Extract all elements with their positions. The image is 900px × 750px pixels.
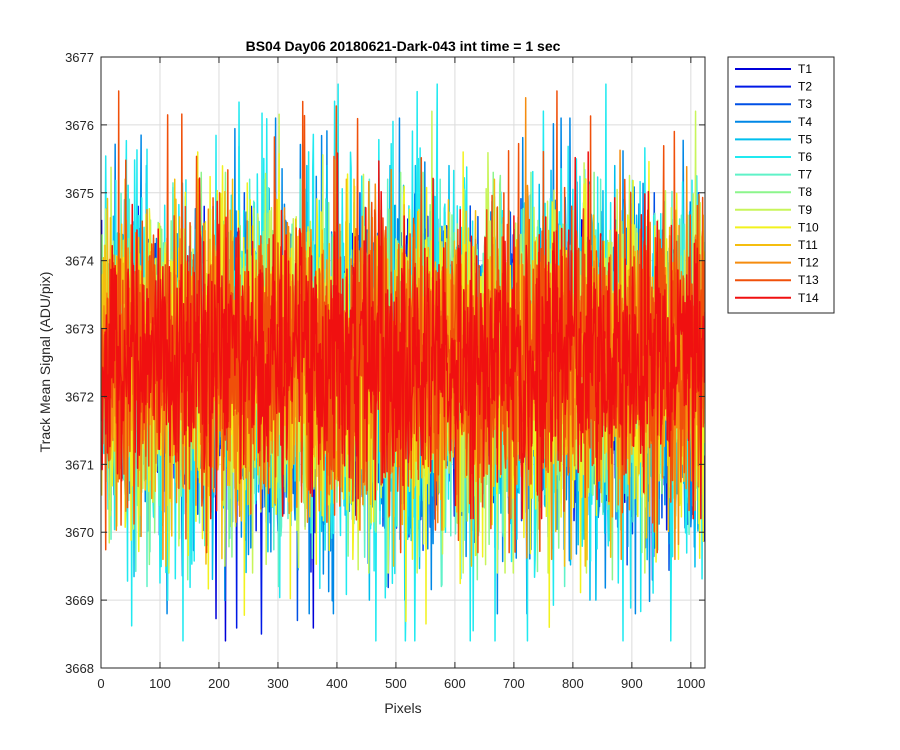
y-tick-label-2: 3670 [65, 525, 94, 540]
y-axis-label: Track Mean Signal (ADU/pix) [37, 272, 53, 453]
plot-area-frame [100, 56, 706, 669]
legend-label-t5: T5 [798, 132, 812, 146]
legend: T1 T2 T3 T4 T5 T6 T7 T8 T9 T10 T11 T12 T13 T14 [727, 56, 835, 314]
legend-label-t3: T3 [798, 97, 812, 111]
x-tick-label-1: 100 [149, 676, 171, 691]
chart-title: BS04 Day06 20180621-Dark-043 int time = … [246, 38, 561, 54]
x-axis-label: Pixels [384, 700, 421, 716]
series-line-t14 [101, 151, 705, 520]
y-tick-label-9: 3677 [65, 50, 94, 65]
y-tick-label-0: 3668 [65, 661, 94, 676]
x-tick-label-5: 500 [385, 676, 407, 691]
x-tick-label-2: 200 [208, 676, 230, 691]
x-tick-label-4: 400 [326, 676, 348, 691]
legend-label-t7: T7 [798, 168, 812, 182]
legend-label-t14: T14 [798, 291, 819, 305]
axis-ticks: 0 100 200 300 400 500 600 700 800 900 1000 3668 3669… [65, 50, 705, 691]
legend-label-t4: T4 [798, 115, 812, 129]
x-tick-label-6: 600 [444, 676, 466, 691]
legend-label-t12: T12 [798, 256, 819, 270]
x-tick-label-3: 300 [267, 676, 289, 691]
y-tick-label-5: 3673 [65, 322, 94, 337]
series-lines [101, 83, 705, 642]
y-tick-label-6: 3674 [65, 254, 94, 269]
legend-label-t11: T11 [798, 238, 818, 252]
y-tick-label-4: 3672 [65, 389, 94, 404]
y-tick-label-1: 3669 [65, 593, 94, 608]
legend-label-t1: T1 [798, 62, 812, 76]
legend-label-t13: T13 [798, 273, 819, 287]
x-tick-label-8: 800 [562, 676, 584, 691]
legend-label-t10: T10 [798, 220, 819, 234]
legend-label-t2: T2 [798, 80, 812, 94]
legend-box [727, 56, 835, 314]
x-tick-label-7: 700 [503, 676, 525, 691]
y-tick-label-8: 3676 [65, 118, 94, 133]
x-tick-label-9: 900 [621, 676, 643, 691]
x-tick-label-0: 0 [97, 676, 104, 691]
legend-label-t6: T6 [798, 150, 812, 164]
y-tick-label-3: 3671 [65, 457, 94, 472]
x-tick-label-10: 1000 [676, 676, 705, 691]
y-tick-label-7: 3675 [65, 186, 94, 201]
legend-label-t9: T9 [798, 203, 812, 217]
legend-label-t8: T8 [798, 185, 812, 199]
